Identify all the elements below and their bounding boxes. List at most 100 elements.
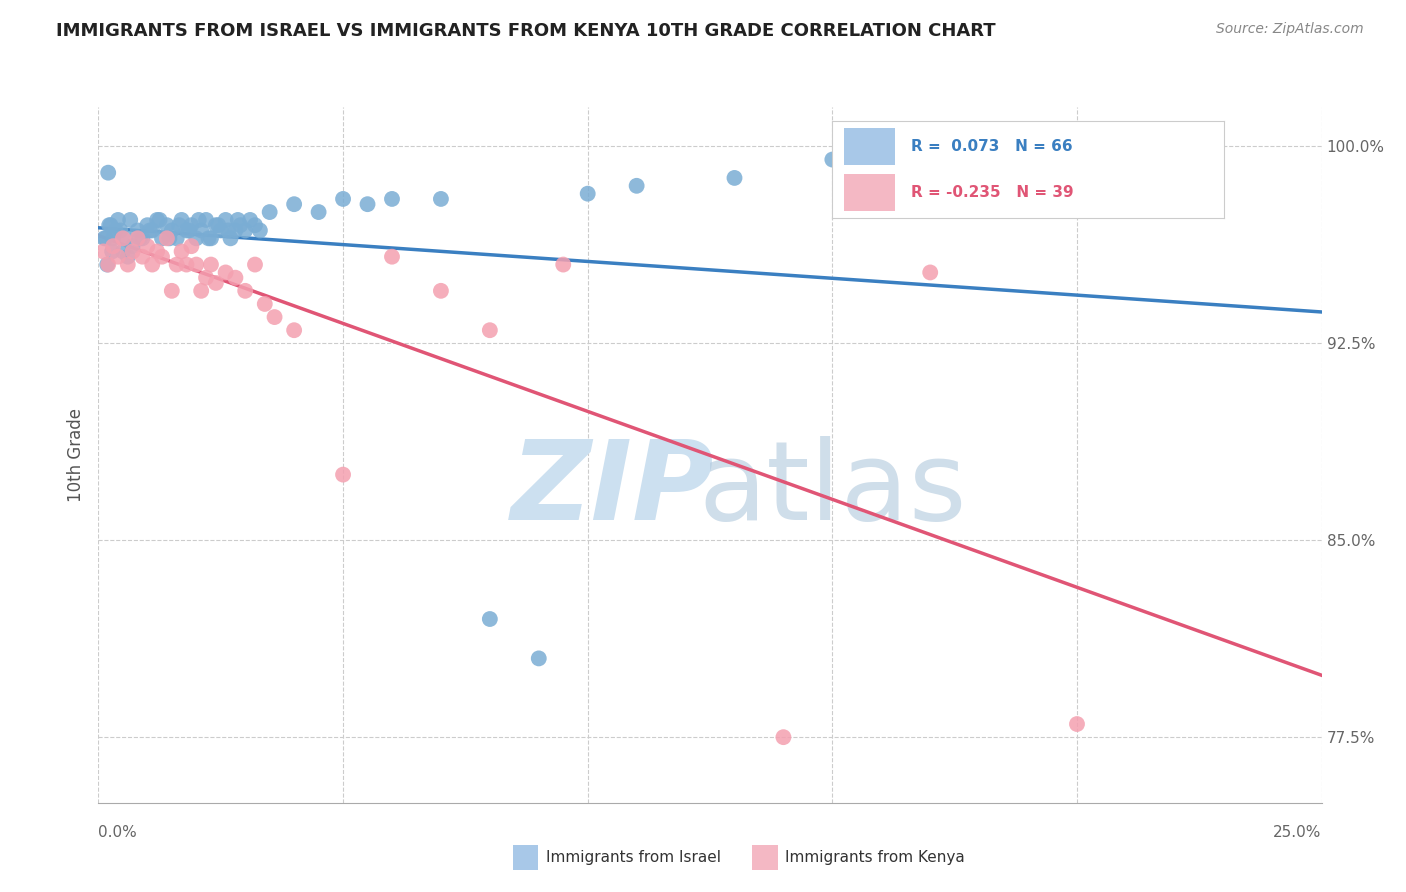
Text: 0.0%: 0.0% (98, 825, 138, 840)
Point (180, 239, 202, 253)
Point (136, 218, 159, 232)
Point (224, 223, 246, 237)
Text: Immigrants from Israel: Immigrants from Israel (546, 850, 720, 864)
Point (157, 231, 180, 245)
Point (190, 284, 212, 298)
Point (200, 258, 222, 272)
Point (626, 178, 648, 193)
Point (104, 223, 127, 237)
Point (97, 258, 120, 272)
Point (107, 250, 129, 264)
Point (527, 651, 550, 665)
Text: Immigrants from Kenya: Immigrants from Kenya (785, 850, 965, 864)
Point (214, 265, 236, 279)
Point (430, 192, 453, 206)
Point (166, 231, 188, 245)
Point (381, 250, 404, 264)
Point (233, 223, 256, 237)
Point (243, 218, 266, 232)
Point (156, 231, 179, 245)
Point (131, 250, 153, 264)
Point (111, 231, 134, 245)
Point (263, 310, 285, 324)
Point (176, 223, 198, 237)
Point (101, 244, 124, 259)
Point (110, 223, 132, 237)
Point (149, 213, 172, 227)
Text: IMMIGRANTS FROM ISRAEL VS IMMIGRANTS FROM KENYA 10TH GRADE CORRELATION CHART: IMMIGRANTS FROM ISRAEL VS IMMIGRANTS FRO… (56, 22, 995, 40)
Point (187, 213, 209, 227)
Text: Source: ZipAtlas.com: Source: ZipAtlas.com (1216, 22, 1364, 37)
Point (114, 231, 136, 245)
Point (98, 218, 121, 232)
Point (249, 223, 271, 237)
Point (214, 213, 236, 227)
Point (253, 297, 276, 311)
Point (170, 213, 193, 227)
Point (207, 218, 229, 232)
Point (160, 223, 183, 237)
Point (259, 205, 281, 219)
Point (167, 218, 190, 232)
Point (156, 218, 179, 232)
Point (141, 223, 163, 237)
Point (91, 244, 114, 259)
Text: atlas: atlas (699, 436, 966, 543)
Text: ZIP: ZIP (510, 436, 714, 543)
Point (205, 218, 228, 232)
Point (283, 323, 305, 337)
Point (190, 223, 212, 237)
Point (141, 258, 163, 272)
Point (121, 244, 143, 259)
Point (239, 213, 262, 227)
Point (576, 186, 599, 201)
Point (209, 223, 232, 237)
Point (166, 258, 188, 272)
Point (229, 218, 252, 232)
Point (111, 244, 134, 259)
Point (772, 730, 794, 744)
Y-axis label: 10th Grade: 10th Grade (66, 408, 84, 502)
Point (224, 270, 246, 285)
Point (478, 612, 501, 626)
Point (186, 231, 208, 245)
Point (127, 223, 149, 237)
Point (107, 213, 129, 227)
Point (283, 197, 305, 211)
Point (101, 231, 124, 245)
Point (94, 231, 117, 245)
Point (127, 231, 149, 245)
Point (93, 231, 115, 245)
Point (920, 265, 942, 279)
Point (332, 467, 354, 482)
Point (200, 231, 222, 245)
Point (186, 258, 208, 272)
Point (150, 250, 173, 264)
Point (120, 213, 142, 227)
Point (100, 218, 122, 232)
Point (121, 239, 143, 253)
Point (139, 223, 162, 237)
Point (160, 284, 183, 298)
Point (195, 213, 218, 227)
Text: 25.0%: 25.0% (1274, 825, 1322, 840)
Point (233, 284, 256, 298)
Point (553, 258, 575, 272)
Point (129, 231, 152, 245)
Point (195, 270, 218, 285)
Point (131, 231, 153, 245)
Point (117, 258, 139, 272)
Point (308, 205, 330, 219)
Point (1066, 717, 1088, 731)
Point (723, 170, 745, 185)
Point (217, 223, 239, 237)
Point (146, 244, 169, 259)
Point (136, 239, 159, 253)
Point (243, 258, 266, 272)
Point (96, 258, 118, 272)
Point (101, 239, 124, 253)
Point (146, 213, 169, 227)
Point (117, 250, 139, 264)
Point (197, 231, 219, 245)
Point (478, 323, 501, 337)
